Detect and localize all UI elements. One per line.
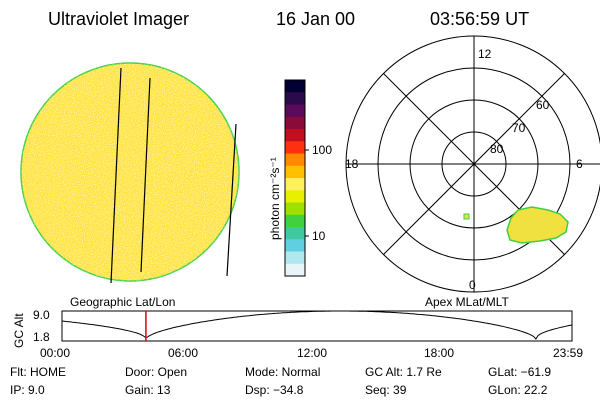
colorbar-segment <box>285 178 305 191</box>
info-glon: GLon: 22.2 <box>488 383 548 397</box>
info-gc-alt: GC Alt: 1.7 Re <box>365 365 442 379</box>
colorbar-segment <box>285 104 305 118</box>
auroral-oval-patch <box>506 206 569 244</box>
colorbar-unit-label: photon cm⁻²s⁻¹ <box>268 157 282 240</box>
timeline-frame <box>61 310 573 342</box>
timeline-ytick-high: 9.0 <box>33 308 50 322</box>
colorbar-segment <box>285 251 305 265</box>
time-label: 03:56:59 UT <box>430 9 530 29</box>
mlat-label-60: 60 <box>536 98 550 112</box>
gc-altitude-curve <box>61 310 573 340</box>
colorbar-segment <box>285 116 305 130</box>
colorbar-segment <box>285 239 305 252</box>
timeline-xtick-0000: 00:00 <box>40 346 71 360</box>
mlat-label-80: 80 <box>490 142 504 156</box>
colorbar-frame <box>284 79 306 277</box>
info-door: Door: Open <box>125 365 188 379</box>
info-flt: Flt: HOME <box>10 365 66 379</box>
colorbar-segment <box>285 263 305 277</box>
longitude-line-1 <box>110 67 122 284</box>
colorbar-segment <box>285 129 305 142</box>
timeline-xtick-1200: 12:00 <box>297 346 328 360</box>
longitude-line-2 <box>140 77 151 273</box>
colorbar-segment <box>285 227 305 240</box>
colorbar-segment <box>285 165 305 179</box>
longitude-line-3 <box>226 123 237 277</box>
colorbar-segment <box>285 80 305 93</box>
polar-plot <box>345 35 600 293</box>
info-ip: IP: 9.0 <box>10 383 45 397</box>
timeline-ytick-low: 1.8 <box>33 330 50 344</box>
colorbar-segment <box>285 141 305 154</box>
colorbar-segment <box>285 190 305 203</box>
colorbar-tick-label-100: 100 <box>312 143 333 157</box>
info-dsp: Dsp: −34.8 <box>245 383 304 397</box>
timeline-xtick-2359: 23:59 <box>553 346 584 360</box>
colorbar-segment <box>285 214 305 228</box>
info-gain: Gain: 13 <box>125 383 171 397</box>
apex-panel-label: Apex MLat/MLT <box>425 295 509 309</box>
mlt-label-18: 18 <box>345 157 359 171</box>
geographic-disk <box>20 62 240 284</box>
instrument-title: Ultraviolet Imager <box>48 9 190 29</box>
mlt-label-12: 12 <box>478 47 492 61</box>
auroral-spot <box>463 213 470 220</box>
info-mode: Mode: Normal <box>245 365 321 379</box>
timeline-xtick-1800: 18:00 <box>424 346 455 360</box>
geographic-panel-label: Geographic Lat/Lon <box>70 295 176 309</box>
mlt-label-6: 6 <box>576 157 583 171</box>
colorbar-segment <box>285 202 305 216</box>
colorbar-segment <box>285 92 305 105</box>
disk-texture <box>21 63 239 281</box>
mlat-label-70: 70 <box>512 121 526 135</box>
info-glat: GLat: −61.9 <box>488 365 552 379</box>
timeline-axis-label: GC Alt <box>12 313 26 348</box>
timeline-xtick-0600: 06:00 <box>168 346 199 360</box>
colorbar-tick-label-10: 10 <box>312 229 326 243</box>
mlt-label-0: 0 <box>469 278 476 292</box>
polar-diagonal-2 <box>383 73 565 255</box>
info-seq: Seq: 39 <box>365 383 407 397</box>
colorbar-segment <box>285 153 305 167</box>
colorbar <box>285 80 305 277</box>
date-label: 16 Jan 00 <box>276 9 356 29</box>
